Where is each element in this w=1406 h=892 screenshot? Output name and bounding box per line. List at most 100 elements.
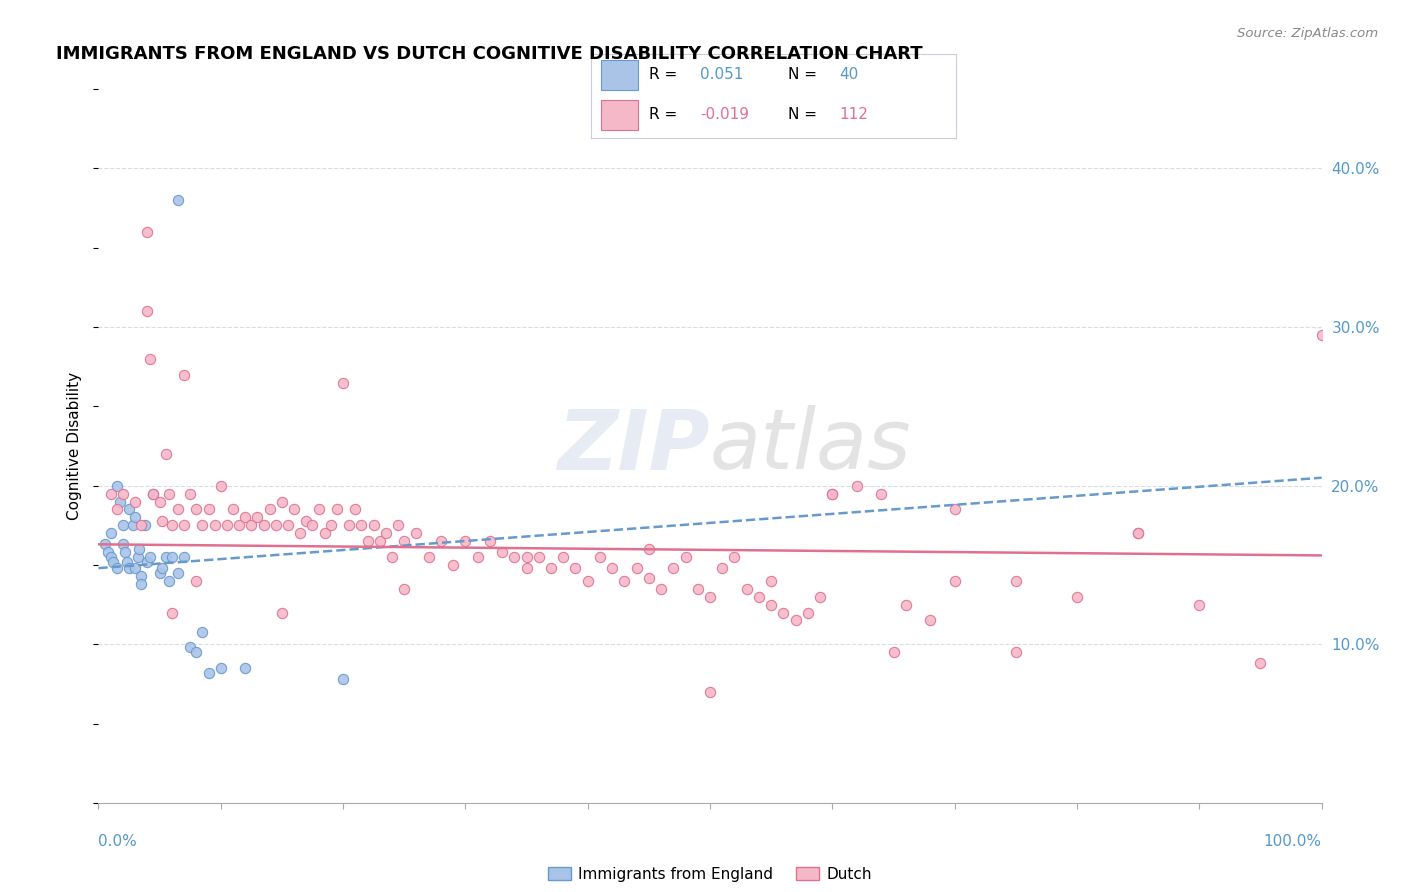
Point <box>97 545 120 559</box>
Point <box>392 534 416 549</box>
Point <box>332 376 354 390</box>
Point <box>821 486 844 500</box>
Point <box>100 486 122 500</box>
Point <box>167 502 190 516</box>
Point <box>332 672 354 686</box>
Point <box>134 518 156 533</box>
Point <box>478 534 501 549</box>
Text: R =: R = <box>650 67 682 82</box>
Point <box>264 518 287 533</box>
Point <box>441 558 464 572</box>
Text: N =: N = <box>787 107 821 122</box>
Point <box>105 502 128 516</box>
Point <box>270 494 294 508</box>
Point <box>301 518 323 533</box>
Point <box>222 502 245 516</box>
Point <box>1004 645 1026 659</box>
Point <box>240 518 263 533</box>
Point <box>454 534 477 549</box>
Point <box>114 545 136 559</box>
Point <box>418 549 440 564</box>
Point <box>686 582 709 596</box>
Point <box>228 518 250 533</box>
Point <box>943 502 966 516</box>
Point <box>785 614 807 628</box>
Point <box>157 574 180 588</box>
Text: ZIP: ZIP <box>557 406 710 486</box>
Point <box>368 534 391 549</box>
Point <box>943 574 966 588</box>
Text: 0.051: 0.051 <box>700 67 744 82</box>
Point <box>186 645 208 659</box>
Legend: Immigrants from England, Dutch: Immigrants from England, Dutch <box>541 861 879 888</box>
Point <box>129 518 152 533</box>
Point <box>344 502 367 516</box>
Point <box>259 502 281 516</box>
Point <box>797 606 820 620</box>
Point <box>821 486 844 500</box>
Point <box>149 494 172 508</box>
Point <box>160 549 183 564</box>
Point <box>186 502 208 516</box>
Point <box>186 574 208 588</box>
Point <box>167 566 190 580</box>
Point <box>374 526 396 541</box>
Point <box>111 518 134 533</box>
Point <box>1128 526 1150 541</box>
Point <box>699 685 721 699</box>
Point <box>326 502 349 516</box>
Text: Source: ZipAtlas.com: Source: ZipAtlas.com <box>1237 27 1378 40</box>
Point <box>105 561 128 575</box>
Y-axis label: Cognitive Disability: Cognitive Disability <box>67 372 83 520</box>
Point <box>350 518 373 533</box>
Point <box>160 518 183 533</box>
Point <box>711 561 734 575</box>
Point <box>129 569 152 583</box>
Point <box>118 561 141 575</box>
Bar <box>602 100 638 130</box>
Point <box>101 555 124 569</box>
Point <box>179 486 201 500</box>
Point <box>662 561 685 575</box>
Point <box>491 545 513 559</box>
Point <box>467 549 489 564</box>
Point <box>290 526 312 541</box>
Point <box>540 561 562 575</box>
Point <box>197 502 219 516</box>
Point <box>136 555 159 569</box>
Point <box>155 447 177 461</box>
Point <box>638 571 661 585</box>
Point <box>894 598 917 612</box>
Point <box>761 598 783 612</box>
Point <box>157 486 180 500</box>
Point <box>111 486 134 500</box>
Point <box>124 561 146 575</box>
Point <box>204 518 226 533</box>
Point <box>173 518 195 533</box>
Point <box>748 590 770 604</box>
Point <box>883 645 905 659</box>
Point <box>115 555 138 569</box>
Point <box>93 537 115 551</box>
Point <box>155 549 177 564</box>
Point <box>363 518 385 533</box>
Point <box>105 478 128 492</box>
Point <box>233 510 256 524</box>
Point <box>283 502 305 516</box>
Point <box>308 502 330 516</box>
Point <box>142 486 165 500</box>
Point <box>118 502 141 516</box>
Point <box>527 549 550 564</box>
Point <box>553 549 575 564</box>
Point <box>136 304 159 318</box>
Text: R =: R = <box>650 107 682 122</box>
Point <box>127 549 149 564</box>
Point <box>576 574 599 588</box>
Point <box>772 606 794 620</box>
Point <box>626 561 648 575</box>
Point <box>111 537 134 551</box>
Point <box>381 549 404 564</box>
Point <box>173 368 195 382</box>
Point <box>233 661 256 675</box>
Point <box>246 510 269 524</box>
